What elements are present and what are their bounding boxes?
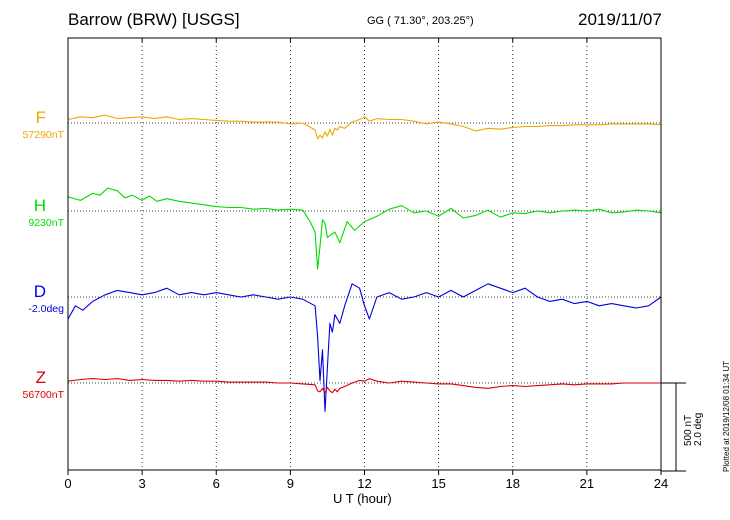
chart-date: 2019/11/07: [578, 10, 662, 29]
trace-Z: [67, 378, 661, 394]
traces: [67, 114, 662, 412]
scale-bar: 500 nT 2.0 deg: [661, 382, 704, 472]
station-title: Barrow (BRW) [USGS]: [68, 10, 240, 29]
x-axis-ticks: 0 3 6 9 12 15 18 21 24: [64, 38, 668, 491]
channel-letter-F: F: [35, 108, 46, 127]
trace-F: [67, 114, 662, 140]
channel-baseline-D: -2.0deg: [28, 303, 64, 315]
x-tick-label: 9: [287, 476, 294, 491]
x-tick-label: 21: [580, 476, 594, 491]
x-tick-label: 15: [431, 476, 445, 491]
channel-letter-D: D: [33, 282, 46, 301]
x-tick-label: 12: [357, 476, 371, 491]
grid: [141, 38, 588, 470]
x-tick-label: 0: [64, 476, 71, 491]
x-tick-label: 6: [213, 476, 220, 491]
channel-baseline-Z: 56700nT: [22, 389, 64, 401]
channel-baseline-H: 9230nT: [28, 217, 64, 229]
scale-angle: 2.0 deg: [693, 413, 704, 446]
trace-H: [67, 187, 662, 270]
x-tick-label: 24: [654, 476, 668, 491]
x-axis-label: U T (hour): [333, 491, 392, 506]
x-tick-label: 3: [139, 476, 146, 491]
x-tick-label: 18: [506, 476, 520, 491]
station-coords: GG ( 71.30°, 203.25°): [367, 15, 474, 27]
channel-letter-H: H: [33, 196, 46, 215]
scale-amplitude: 500 nT: [683, 415, 694, 446]
channel-letter-Z: Z: [35, 368, 46, 387]
channel-baseline-F: 57290nT: [22, 129, 64, 141]
trace-D: [67, 283, 662, 412]
plotted-timestamp: Plotted at 2019/12/08 01:34 UT: [722, 360, 730, 472]
